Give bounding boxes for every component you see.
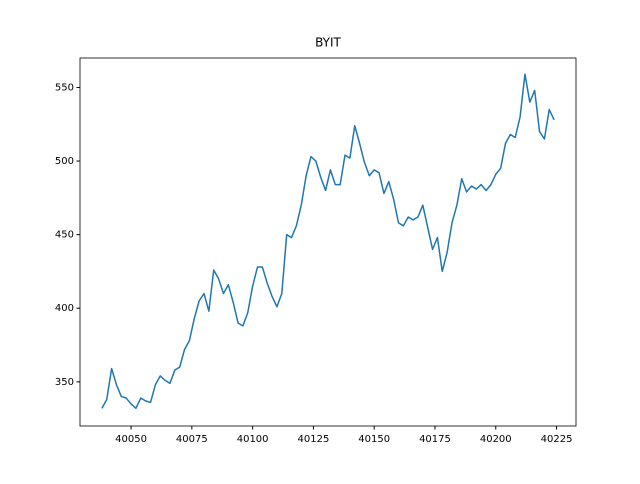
chart-title: BYIT xyxy=(315,36,341,50)
x-tick-label: 40175 xyxy=(419,434,451,445)
y-tick-label: 350 xyxy=(55,377,74,388)
x-tick-label: 40075 xyxy=(176,434,208,445)
plot-frame xyxy=(79,57,577,427)
y-tick-label: 400 xyxy=(55,303,74,314)
x-tick-label: 40200 xyxy=(480,434,512,445)
y-tick-label: 550 xyxy=(55,82,74,93)
x-tick-label: 40100 xyxy=(237,434,269,445)
data-line xyxy=(101,73,555,410)
x-tick-label: 40150 xyxy=(358,434,390,445)
x-tick-label: 40125 xyxy=(298,434,330,445)
x-tick-label: 40225 xyxy=(541,434,573,445)
y-tick-label: 450 xyxy=(55,230,74,241)
x-tick-label: 40050 xyxy=(115,434,147,445)
y-tick-label: 500 xyxy=(55,156,74,167)
